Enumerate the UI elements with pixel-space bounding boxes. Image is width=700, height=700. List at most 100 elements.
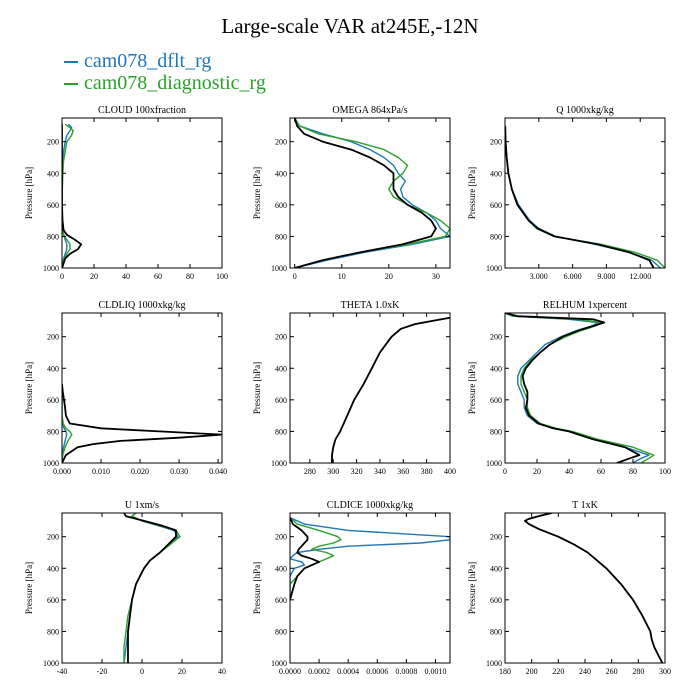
x-tick-label: 380 bbox=[421, 467, 433, 476]
y-tick-label: 200 bbox=[275, 333, 287, 342]
panel-title: CLDICE 1000xkg/kg bbox=[327, 500, 413, 511]
y-tick-label: 800 bbox=[275, 627, 287, 636]
x-tick-label: 0 bbox=[140, 667, 144, 676]
plot-frame bbox=[289, 117, 451, 269]
x-tick-label: 280 bbox=[632, 667, 644, 676]
y-tick-label: 400 bbox=[275, 169, 287, 178]
x-tick-label: 20 bbox=[178, 667, 186, 676]
x-tick-label: 60 bbox=[597, 467, 605, 476]
series-line bbox=[331, 316, 450, 463]
y-tick-label: 400 bbox=[47, 169, 59, 178]
series-line bbox=[524, 513, 664, 663]
x-tick-label: 60 bbox=[154, 272, 162, 281]
series-line bbox=[62, 123, 74, 268]
x-tick-label: 400 bbox=[444, 467, 456, 476]
series-line bbox=[294, 118, 450, 268]
x-tick-label: 0.0010 bbox=[424, 667, 446, 676]
y-tick-label: 1000 bbox=[486, 264, 502, 273]
plot-frame bbox=[61, 312, 223, 464]
y-tick-label: 800 bbox=[275, 427, 287, 436]
y-tick-label: 200 bbox=[47, 138, 59, 147]
y-tick-label: 400 bbox=[275, 364, 287, 373]
series-line bbox=[290, 517, 321, 601]
plot-frame bbox=[504, 117, 666, 269]
y-tick-label: 200 bbox=[275, 138, 287, 147]
panel-title: Q 1000xkg/kg bbox=[556, 105, 614, 116]
legend-swatch bbox=[64, 83, 78, 86]
legend-label: cam078_diagnostic_rg bbox=[84, 72, 266, 94]
x-tick-label: 320 bbox=[351, 467, 363, 476]
x-tick-label: 360 bbox=[397, 467, 409, 476]
x-tick-label: 20 bbox=[385, 272, 393, 281]
y-axis-label: Pressure [hPa] bbox=[252, 562, 262, 614]
y-tick-label: 600 bbox=[490, 201, 502, 210]
y-tick-label: 400 bbox=[490, 364, 502, 373]
x-tick-label: 12.000 bbox=[629, 272, 651, 281]
y-tick-label: 600 bbox=[490, 396, 502, 405]
y-tick-label: 800 bbox=[47, 627, 59, 636]
series-line bbox=[505, 125, 665, 268]
x-tick-label: 10 bbox=[338, 272, 346, 281]
y-tick-label: 1000 bbox=[43, 459, 59, 468]
panel-title: T 1xK bbox=[572, 500, 598, 511]
chart-panel: THETA 1.0xK 200 400 600 800 1000 280 300 320 340 3… bbox=[252, 300, 456, 476]
y-axis-label: Pressure [hPa] bbox=[252, 362, 262, 414]
series-line bbox=[331, 317, 450, 463]
legend-item: cam078_dflt_rg bbox=[64, 50, 266, 72]
panel-title: CLDLIQ 1000xkg/kg bbox=[99, 300, 186, 311]
series-line bbox=[290, 517, 450, 600]
y-tick-label: 400 bbox=[490, 169, 502, 178]
y-tick-label: 600 bbox=[47, 396, 59, 405]
x-tick-label: 20 bbox=[90, 272, 98, 281]
y-axis-label: Pressure [hPa] bbox=[467, 362, 477, 414]
x-tick-label: 20 bbox=[533, 467, 541, 476]
x-tick-label: 0.0002 bbox=[308, 667, 330, 676]
y-tick-label: 600 bbox=[47, 596, 59, 605]
panel-title: RELHUM 1xpercent bbox=[543, 300, 627, 311]
x-tick-label: 0.030 bbox=[170, 467, 188, 476]
y-tick-label: 600 bbox=[490, 596, 502, 605]
series-line bbox=[123, 513, 181, 663]
y-tick-label: 800 bbox=[490, 232, 502, 241]
x-tick-label: 0.010 bbox=[92, 467, 110, 476]
panel-title: U 1xm/s bbox=[125, 500, 159, 511]
x-tick-label: 0.0004 bbox=[337, 667, 359, 676]
plot-frame bbox=[504, 512, 666, 664]
series-line bbox=[505, 313, 641, 463]
y-tick-label: 1000 bbox=[486, 659, 502, 668]
y-axis-label: Pressure [hPa] bbox=[252, 167, 262, 219]
y-axis-label: Pressure [hPa] bbox=[24, 562, 34, 614]
y-tick-label: 200 bbox=[275, 533, 287, 542]
x-tick-label: 0.0006 bbox=[366, 667, 388, 676]
x-tick-label: 100 bbox=[659, 467, 671, 476]
x-tick-label: -40 bbox=[57, 667, 68, 676]
plot-frame bbox=[61, 117, 223, 269]
series-line bbox=[62, 384, 222, 463]
y-axis-label: Pressure [hPa] bbox=[467, 562, 477, 614]
y-tick-label: 1000 bbox=[271, 264, 287, 273]
chart-panel: U 1xm/s 200 400 600 800 1000-40 -20 0 20 40 Pressu… bbox=[24, 500, 226, 676]
x-tick-label: 0.040 bbox=[209, 467, 227, 476]
y-axis-label: Pressure [hPa] bbox=[467, 167, 477, 219]
series-line bbox=[505, 313, 655, 463]
x-tick-label: 0.0000 bbox=[279, 667, 301, 676]
x-tick-label: -20 bbox=[97, 667, 108, 676]
series-line bbox=[123, 513, 179, 663]
chart-panel: Q 1000xkg/kg 200 400 600 800 1000 3.000 6.000 9.… bbox=[467, 105, 666, 281]
plot-frame bbox=[504, 312, 666, 464]
y-tick-label: 600 bbox=[275, 596, 287, 605]
x-tick-label: 0 bbox=[503, 467, 507, 476]
x-tick-label: 40 bbox=[565, 467, 573, 476]
legend-swatch bbox=[64, 61, 78, 64]
x-tick-label: 0.020 bbox=[131, 467, 149, 476]
x-tick-label: 3.000 bbox=[530, 272, 548, 281]
x-tick-label: 6.000 bbox=[564, 272, 582, 281]
y-axis-label: Pressure [hPa] bbox=[24, 167, 34, 219]
series-line bbox=[331, 317, 450, 463]
y-tick-label: 800 bbox=[47, 232, 59, 241]
